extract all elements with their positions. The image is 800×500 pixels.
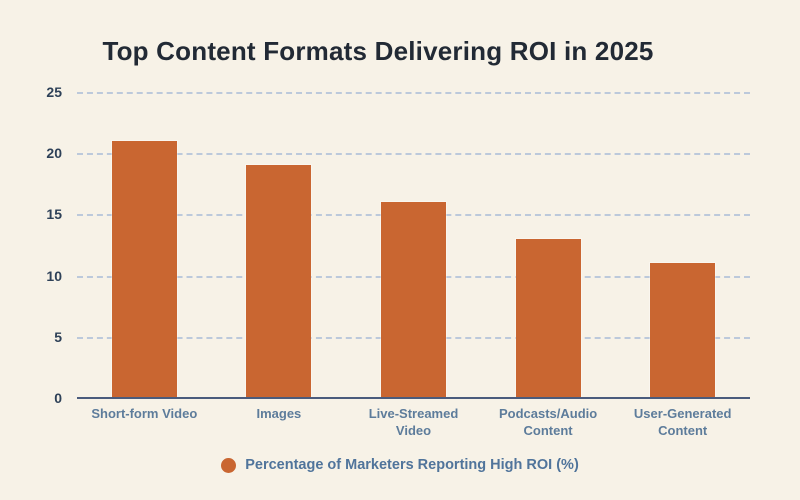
y-axis: 0 5 10 15 20 25 (0, 84, 62, 406)
legend-label: Percentage of Marketers Reporting High R… (245, 457, 579, 473)
y-tick-label-5: 5 (54, 328, 62, 345)
y-tick-label-10: 10 (46, 267, 62, 284)
gridline-25 (77, 92, 750, 94)
y-tick-label-20: 20 (46, 145, 62, 162)
x-tick-label-short-form-video: Short-form Video (91, 406, 198, 421)
plot-area (77, 92, 750, 399)
x-tick-label-podcasts-audio-content: Podcasts/Audio Content (498, 406, 598, 438)
x-axis-line (77, 396, 750, 399)
bar-podcasts-audio-content (515, 238, 581, 398)
x-tick-label-live-streamed-video: Live-Streamed Video (368, 406, 459, 438)
bar-live-streamed-video (381, 202, 446, 398)
x-tick-label-images: Images (256, 406, 302, 421)
bar-short-form-video (111, 140, 177, 398)
bar-user-generated-content (650, 263, 716, 398)
legend-marker-icon (221, 457, 237, 473)
y-tick-label-25: 25 (46, 84, 62, 100)
y-tick-label-15: 15 (46, 206, 62, 223)
x-tick-label-user-generated-content: User-Generated Content (633, 406, 732, 438)
bar-images (246, 165, 312, 398)
y-tick-label-0: 0 (54, 390, 62, 406)
gridline-20 (77, 153, 750, 156)
legend: Percentage of Marketers Reporting High R… (0, 452, 800, 478)
chart-title: Top Content Formats Delivering ROI in 20… (102, 36, 654, 66)
x-axis-labels: Short-form Video Images Live-Streamed Vide… (77, 406, 750, 450)
